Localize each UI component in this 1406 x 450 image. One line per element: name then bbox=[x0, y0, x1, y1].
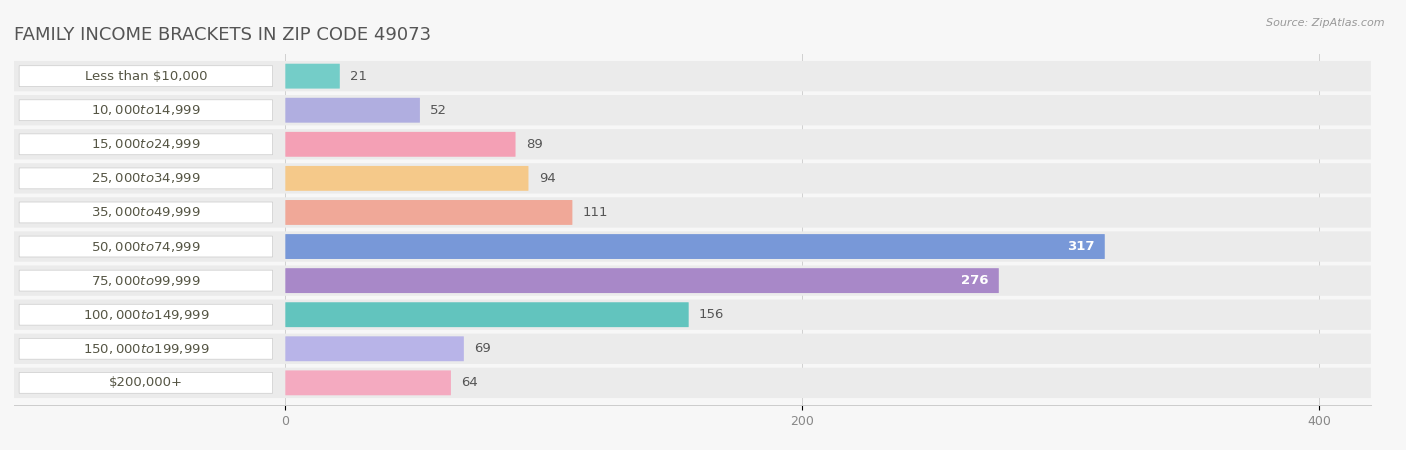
FancyBboxPatch shape bbox=[14, 266, 1371, 296]
Text: 64: 64 bbox=[461, 376, 478, 389]
FancyBboxPatch shape bbox=[14, 163, 1371, 194]
Text: $25,000 to $34,999: $25,000 to $34,999 bbox=[91, 171, 201, 185]
FancyBboxPatch shape bbox=[20, 202, 273, 223]
Text: $50,000 to $74,999: $50,000 to $74,999 bbox=[91, 239, 201, 253]
Text: 317: 317 bbox=[1067, 240, 1094, 253]
FancyBboxPatch shape bbox=[20, 338, 273, 359]
Text: $15,000 to $24,999: $15,000 to $24,999 bbox=[91, 137, 201, 151]
FancyBboxPatch shape bbox=[20, 270, 273, 291]
Text: 276: 276 bbox=[960, 274, 988, 287]
Text: 94: 94 bbox=[538, 172, 555, 185]
Text: 52: 52 bbox=[430, 104, 447, 117]
FancyBboxPatch shape bbox=[20, 373, 273, 393]
FancyBboxPatch shape bbox=[14, 300, 1371, 330]
FancyBboxPatch shape bbox=[20, 168, 273, 189]
Text: $200,000+: $200,000+ bbox=[108, 376, 183, 389]
Text: $35,000 to $49,999: $35,000 to $49,999 bbox=[91, 206, 201, 220]
Text: $100,000 to $149,999: $100,000 to $149,999 bbox=[83, 308, 209, 322]
Text: Source: ZipAtlas.com: Source: ZipAtlas.com bbox=[1267, 18, 1385, 28]
FancyBboxPatch shape bbox=[285, 98, 420, 123]
FancyBboxPatch shape bbox=[285, 336, 464, 361]
Text: 69: 69 bbox=[474, 342, 491, 355]
Text: $10,000 to $14,999: $10,000 to $14,999 bbox=[91, 103, 201, 117]
Text: Less than $10,000: Less than $10,000 bbox=[84, 70, 207, 83]
FancyBboxPatch shape bbox=[285, 370, 451, 395]
FancyBboxPatch shape bbox=[285, 200, 572, 225]
Text: 111: 111 bbox=[582, 206, 609, 219]
FancyBboxPatch shape bbox=[14, 129, 1371, 159]
Text: $75,000 to $99,999: $75,000 to $99,999 bbox=[91, 274, 201, 288]
FancyBboxPatch shape bbox=[14, 95, 1371, 126]
FancyBboxPatch shape bbox=[285, 132, 516, 157]
Text: 89: 89 bbox=[526, 138, 543, 151]
FancyBboxPatch shape bbox=[20, 100, 273, 121]
FancyBboxPatch shape bbox=[14, 333, 1371, 364]
FancyBboxPatch shape bbox=[14, 197, 1371, 228]
FancyBboxPatch shape bbox=[285, 166, 529, 191]
Text: 21: 21 bbox=[350, 70, 367, 83]
FancyBboxPatch shape bbox=[285, 234, 1105, 259]
FancyBboxPatch shape bbox=[14, 368, 1371, 398]
FancyBboxPatch shape bbox=[20, 134, 273, 155]
Text: FAMILY INCOME BRACKETS IN ZIP CODE 49073: FAMILY INCOME BRACKETS IN ZIP CODE 49073 bbox=[14, 26, 432, 44]
Text: $150,000 to $199,999: $150,000 to $199,999 bbox=[83, 342, 209, 356]
FancyBboxPatch shape bbox=[285, 302, 689, 327]
FancyBboxPatch shape bbox=[285, 64, 340, 89]
Text: 156: 156 bbox=[699, 308, 724, 321]
FancyBboxPatch shape bbox=[20, 304, 273, 325]
FancyBboxPatch shape bbox=[20, 66, 273, 86]
FancyBboxPatch shape bbox=[20, 236, 273, 257]
FancyBboxPatch shape bbox=[285, 268, 998, 293]
FancyBboxPatch shape bbox=[14, 61, 1371, 91]
FancyBboxPatch shape bbox=[14, 231, 1371, 262]
